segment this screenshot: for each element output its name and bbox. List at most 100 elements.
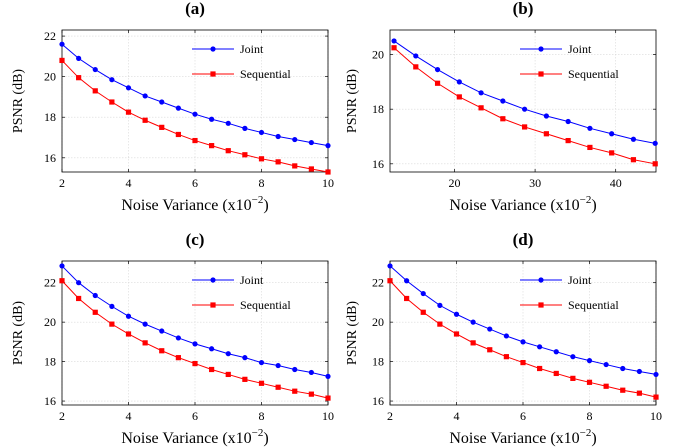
x-tick-label: 10 [322,409,334,423]
data-point-sequential [435,81,440,86]
data-point-sequential [653,395,658,400]
data-point-joint [259,360,264,365]
y-axis-label: PSNR (dB) [11,69,26,134]
legend-label-joint: Joint [240,42,264,56]
data-point-sequential [554,371,559,376]
x-tick-label: 20 [448,176,460,190]
data-point-joint [653,372,658,377]
legend-label-joint: Joint [568,42,592,56]
y-axis-label: PSNR (dB) [345,301,360,366]
data-point-sequential [520,360,525,365]
data-point-sequential [159,348,164,353]
data-point-sequential [413,64,418,69]
data-point-sequential [226,148,231,153]
data-point-joint [587,126,592,131]
data-point-sequential [126,110,131,115]
data-point-sequential [604,384,609,389]
data-point-sequential [309,166,314,171]
x-tick-label: 8 [259,176,265,190]
x-tick-label: 2 [387,409,393,423]
y-tick-label: 16 [372,157,384,171]
data-point-sequential [620,388,625,393]
panel-title: (c) [186,230,205,249]
data-point-joint [504,333,509,338]
legend-marker-sequential [538,302,543,307]
data-point-joint [176,335,181,340]
data-point-sequential [176,132,181,137]
legend-marker-sequential [210,71,215,76]
data-point-joint [59,42,64,47]
data-point-joint [435,67,440,72]
panel-title: (d) [513,230,534,249]
data-point-joint [76,280,81,285]
data-point-sequential [325,395,330,400]
data-point-sequential [209,367,214,372]
data-point-joint [126,85,131,90]
y-tick-label: 18 [44,110,56,124]
data-point-sequential [109,322,114,327]
y-tick-label: 20 [44,70,56,84]
data-point-joint [637,369,642,374]
data-point-sequential [487,347,492,352]
legend-label-sequential: Sequential [568,298,619,312]
legend-label-sequential: Sequential [568,67,619,81]
legend-label-joint: Joint [240,273,264,287]
data-point-joint [292,367,297,372]
data-point-sequential [259,381,264,386]
y-tick-label: 22 [44,276,56,290]
x-tick-label: 2 [59,176,65,190]
data-point-sequential [504,354,509,359]
data-point-sequential [478,105,483,110]
x-tick-label: 8 [587,409,593,423]
data-point-joint [537,344,542,349]
data-point-sequential [387,278,392,283]
data-point-joint [454,312,459,317]
data-point-sequential [143,118,148,123]
data-point-joint [325,374,330,379]
data-point-joint [109,77,114,82]
chart-panel-a: 2 4 6 8 10 16 18 20 22 (a) Noise Variance (x10−2) P… [11,0,334,214]
data-point-sequential [192,361,197,366]
data-point-sequential [143,340,148,345]
data-point-sequential [126,331,131,336]
chart-panel-c: 2 4 6 8 10 16 18 20 22 (c) Noise Variance (x10−2) P… [11,230,334,447]
data-point-sequential [391,45,396,50]
data-point-sequential [292,389,297,394]
legend-marker-joint [538,277,543,282]
x-tick-label: 6 [192,176,198,190]
data-point-joint [653,141,658,146]
x-tick-label: 30 [529,176,541,190]
data-point-sequential [437,322,442,327]
data-point-sequential [587,145,592,150]
data-point-sequential [93,310,98,315]
data-point-sequential [76,296,81,301]
data-point-sequential [159,125,164,130]
x-tick-label: 6 [192,409,198,423]
data-point-joint [126,314,131,319]
x-tick-label: 10 [322,176,334,190]
y-tick-label: 16 [44,394,56,408]
data-point-sequential [76,75,81,80]
data-point-joint [520,339,525,344]
data-point-sequential [242,377,247,382]
x-tick-label: 10 [650,409,662,423]
data-point-joint [259,130,264,135]
data-point-joint [309,140,314,145]
data-point-sequential [59,58,64,63]
y-tick-label: 22 [372,276,384,290]
data-point-joint [631,137,636,142]
data-point-sequential [631,157,636,162]
data-point-sequential [226,372,231,377]
data-point-sequential [276,385,281,390]
data-point-sequential [537,366,542,371]
data-point-sequential [653,161,658,166]
data-point-joint [242,355,247,360]
data-point-joint [76,56,81,61]
data-point-sequential [544,131,549,136]
data-point-sequential [500,116,505,121]
axes-frame [390,30,656,172]
legend-marker-joint [210,277,215,282]
data-point-joint [309,370,314,375]
data-point-sequential [566,138,571,143]
